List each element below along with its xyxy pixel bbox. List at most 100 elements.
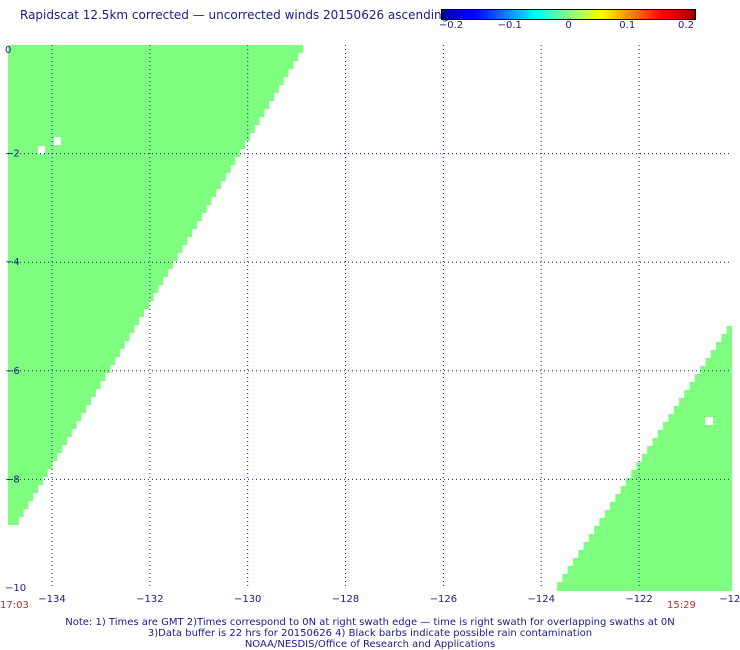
swath-cell-row (8, 245, 183, 253)
swath-cell-row (8, 61, 294, 69)
swath-cell-row (8, 373, 106, 381)
swath-cell-row (673, 406, 732, 415)
swath-cell-row (8, 301, 149, 309)
swath-cell-row (599, 518, 732, 527)
swath-cell-row (8, 229, 193, 237)
swath-cell-row (8, 149, 241, 157)
swath-cell-row (8, 397, 92, 405)
swath-cell-row (8, 413, 82, 421)
swath-cell-row (684, 390, 732, 399)
swath-cell-row (694, 374, 732, 383)
swath-cell-row (8, 269, 169, 277)
x-tick-label: −132 (136, 594, 163, 605)
swath-cell-row (8, 421, 77, 429)
swath-cell-row (8, 261, 173, 269)
swath-cell-row (8, 285, 159, 293)
swath-gap (38, 146, 45, 154)
map-title: Rapidscat 12.5km corrected — uncorrected… (20, 8, 450, 22)
swath-cell-row (8, 157, 236, 165)
swath-left (8, 45, 303, 525)
swath-cell-row (583, 542, 732, 551)
swath-cell-row (663, 422, 732, 431)
swath-cell-row (8, 325, 135, 333)
swath-cell-row (8, 221, 198, 229)
swath-cell-row (8, 101, 270, 109)
swath-cell-row (8, 357, 116, 365)
swath-cell-row (8, 125, 255, 133)
swath-cell-row (668, 414, 732, 423)
swath-cell-row (8, 117, 260, 125)
y-tick-label: −8 (5, 474, 20, 485)
swath-cell-row (8, 349, 120, 357)
swath-cell-row (625, 478, 732, 487)
swath-cell-row (8, 341, 125, 349)
color-scale-label: 0 (565, 20, 572, 31)
note-line-1: Note: 1) Times are GMT 2)Times correspon… (65, 617, 675, 628)
swath-cell-row (8, 189, 217, 197)
swath-cell-row (620, 486, 732, 495)
y-tick-label: 0 (5, 45, 11, 56)
swath-cell-row (8, 309, 145, 317)
swath-cell-row (8, 445, 63, 453)
swath-cell-row (8, 381, 101, 389)
swath-cell-row (716, 342, 732, 351)
swath-cell-row (8, 69, 289, 77)
swath-cell-row (8, 53, 299, 61)
swath-gap (54, 137, 61, 145)
swath-cell-row (8, 453, 58, 461)
swath-cell-row (610, 502, 732, 511)
note-line-2: 3)Data buffer is 22 hrs for 20150626 4) … (147, 628, 593, 639)
color-scale-label: 0.1 (619, 20, 636, 31)
y-tick-label: −10 (5, 583, 26, 594)
x-tick-label: −128 (332, 594, 359, 605)
swath-cell-row (8, 469, 48, 477)
swath-cell-row (8, 277, 164, 285)
swath-cell-row (8, 485, 39, 493)
swath-cell-row (8, 293, 154, 301)
swath-cell-row (567, 566, 732, 575)
swath-cell-row (8, 141, 246, 149)
grid-lines (8, 45, 732, 588)
swath-cell-row (8, 461, 53, 469)
swath-cell-row (8, 333, 130, 341)
swath-cell-row (604, 510, 732, 519)
swath-cell-row (588, 534, 732, 543)
swath-cell-row (678, 398, 732, 407)
swath-cell-row (8, 253, 178, 261)
swath-cell-row (562, 574, 732, 583)
swath-cell-row (657, 430, 732, 439)
swath-cell-row (689, 382, 732, 391)
swath-right (556, 326, 732, 591)
swath-cell-row (8, 429, 72, 437)
swath-cell-row (8, 77, 284, 85)
y-tick-label: −2 (5, 149, 20, 160)
swath-cell-row (641, 454, 732, 463)
time-left: 17:03 (0, 600, 29, 611)
time-right: 15:29 (667, 600, 696, 611)
swath-cell-row (8, 509, 24, 517)
x-tick-label: −124 (527, 594, 554, 605)
color-scale-label: 0.2 (678, 20, 694, 31)
swath-cell-row (652, 438, 732, 447)
swath-cell-row (556, 582, 732, 591)
axis-tick-labels: −134 −132 −130 −128 −126 −124 −122 −120 0 −2 −4 −6 −… (5, 45, 740, 605)
swath-cell-row (8, 365, 111, 373)
swath-cell-row (636, 462, 732, 471)
swath-cell-row (572, 558, 732, 567)
swath-cell-row (8, 213, 202, 221)
y-tick-label: −4 (5, 257, 20, 268)
swath-cell-row (631, 470, 732, 479)
note-line-3: NOAA/NESDIS/Office of Research and Appli… (244, 639, 496, 650)
swath-cell-row (8, 93, 275, 101)
x-tick-label: −120 (719, 594, 740, 605)
swath-cell-row (8, 165, 231, 173)
swath-cell-row (578, 550, 732, 559)
swath-cell-row (8, 197, 212, 205)
x-tick-label: −134 (38, 594, 65, 605)
y-tick-label: −6 (5, 366, 20, 377)
swath-cell-row (710, 350, 732, 359)
swath-cell-row (8, 237, 188, 245)
color-scale-bar (441, 9, 696, 20)
swath-cell-row (8, 477, 43, 485)
